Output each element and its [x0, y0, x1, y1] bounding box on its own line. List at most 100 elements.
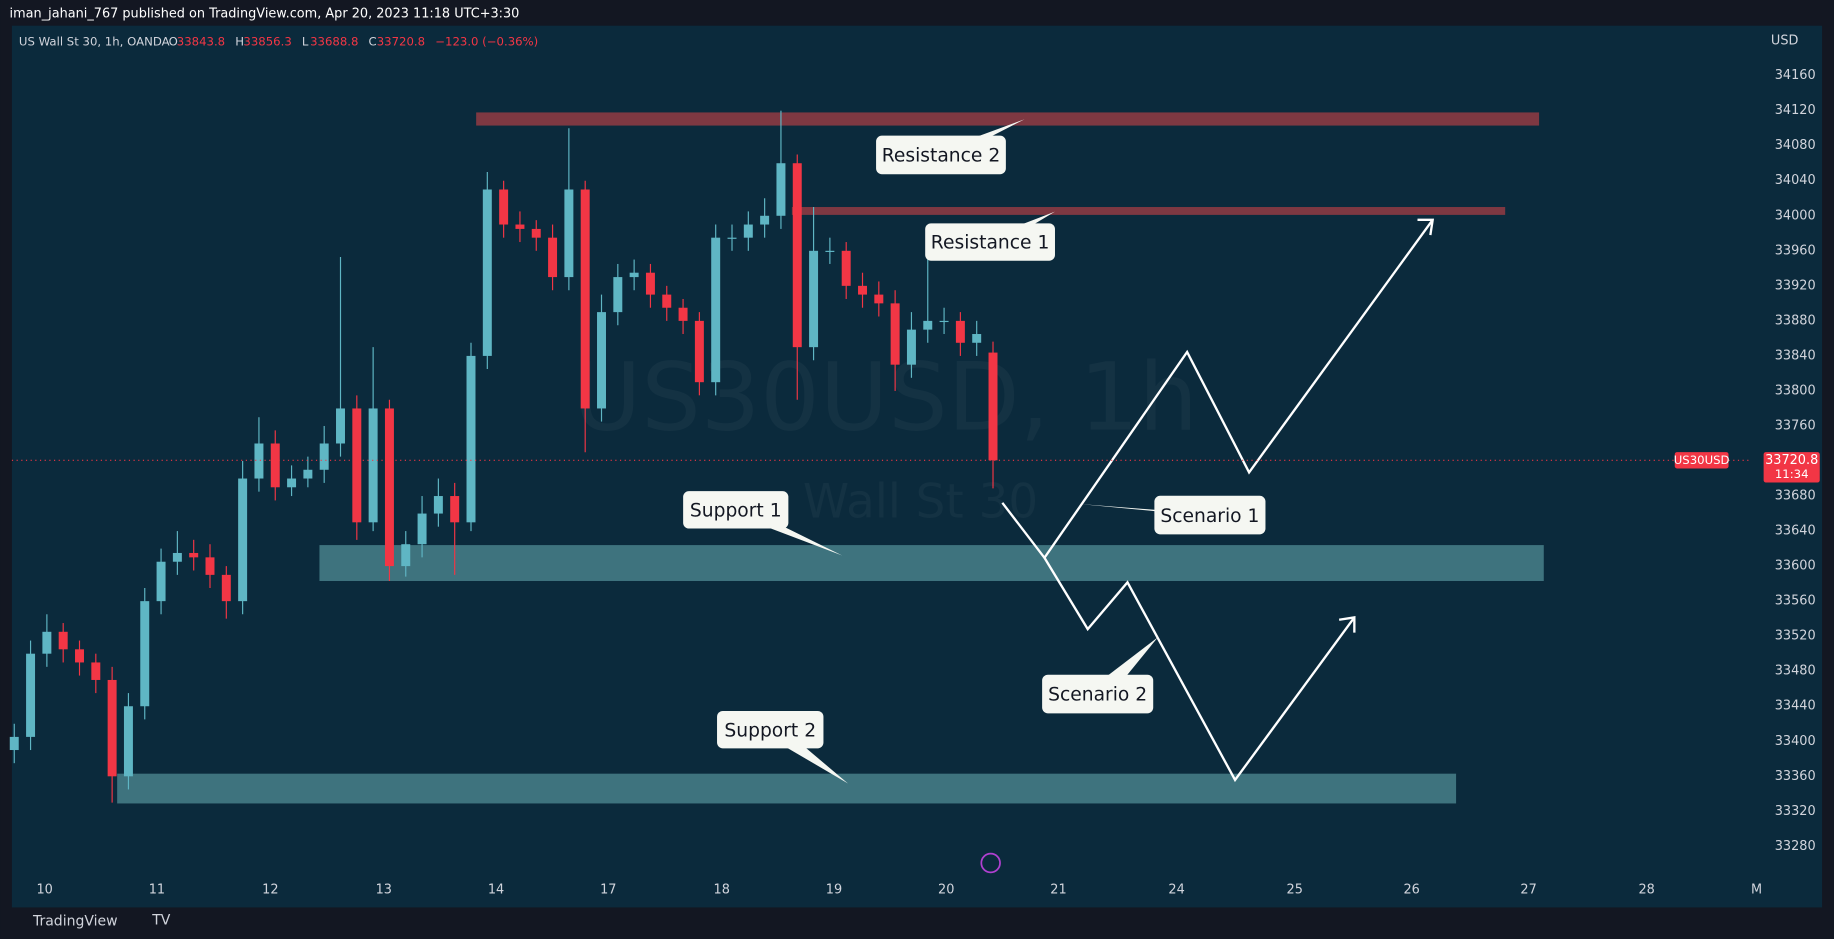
y-tick-label: 34000: [1775, 208, 1816, 223]
zone: [319, 545, 1544, 581]
brand: TradingView: [32, 913, 118, 929]
candle-body: [711, 237, 721, 383]
candle-body: [955, 320, 965, 343]
x-tick-label: 14: [488, 882, 504, 897]
scenario-2-path: [1043, 557, 1356, 783]
candle-body: [140, 601, 150, 707]
symbol-tag: US30USD: [1674, 453, 1730, 467]
y-tick-label: 34160: [1775, 68, 1816, 83]
y-tick-label: 33960: [1775, 243, 1816, 258]
y-tick-label: 33360: [1775, 769, 1816, 784]
y-tick-label: 33760: [1775, 418, 1816, 433]
x-tick-label: 20: [938, 882, 954, 897]
zone-label: Support 1: [690, 501, 782, 522]
y-tick-label: 33920: [1775, 278, 1816, 293]
candle-body: [988, 352, 998, 461]
event-icon[interactable]: [980, 852, 1001, 874]
y-tick-label: 33520: [1775, 629, 1816, 644]
x-tick-label: 27: [1520, 882, 1536, 897]
y-tick-label: 33640: [1775, 524, 1816, 539]
price-tag: 33720.8: [1765, 453, 1818, 468]
zone-label: Resistance 1: [931, 233, 1050, 254]
legend-key: C: [369, 35, 377, 49]
price-tag-bg: [1763, 452, 1820, 483]
candle-body: [156, 561, 166, 602]
price-axis: 33280 33320 33360 33400 33440 33480 33520 33560…: [11, 68, 1820, 897]
candle-body: [172, 552, 182, 562]
candle-body: [515, 224, 525, 229]
zone-label: Resistance 2: [882, 146, 1001, 167]
candle-body: [107, 679, 117, 777]
x-tick-label: 11: [149, 882, 165, 897]
y-tick-label: 33680: [1775, 489, 1816, 504]
callout-box: [1042, 674, 1154, 714]
candle-body: [776, 163, 786, 216]
x-tick-label: 10: [36, 882, 52, 897]
legend-key: H: [235, 35, 244, 49]
y-tick-label: 33440: [1775, 699, 1816, 714]
legend-key: O: [169, 35, 178, 49]
y-tick-label: 33600: [1775, 559, 1816, 574]
y-tick-label: 33280: [1775, 839, 1816, 854]
scenario-label: Scenario 1: [1160, 506, 1259, 527]
y-tick-label: 33480: [1775, 664, 1816, 679]
candle-body: [319, 443, 329, 470]
legend-value: 33856.3: [243, 35, 291, 49]
candle-body: [123, 706, 133, 777]
candle-body: [792, 163, 802, 348]
zone-label: Support 2: [724, 720, 816, 741]
candle-body: [42, 631, 52, 654]
candle-body: [368, 408, 378, 523]
scenario-label: Scenario 2: [1048, 685, 1147, 706]
x-tick-label: 24: [1168, 882, 1184, 897]
y-tick-label: 33560: [1775, 594, 1816, 609]
legend-value: 33720.8: [377, 35, 425, 49]
candle-body: [287, 478, 297, 488]
x-tick-label: 18: [714, 882, 730, 897]
candle-body: [923, 320, 933, 330]
candle-body: [645, 272, 655, 295]
candle-body: [743, 224, 753, 238]
callout-box: [1154, 495, 1266, 535]
callouts: Resistance 2 Resistance 1 Support 1 Support…: [683, 119, 1266, 784]
y-tick-label: 33880: [1775, 313, 1816, 328]
y-tick-label: 33400: [1775, 734, 1816, 749]
candle-body: [482, 189, 492, 356]
candle-body: [336, 408, 345, 444]
y-tick-label: 33320: [1775, 804, 1816, 819]
legend-value: 33843.8: [177, 35, 225, 49]
candle-body: [75, 649, 84, 663]
candle-body: [580, 189, 590, 409]
candle-body: [270, 443, 280, 488]
candle-body: [384, 408, 394, 567]
candle-body: [499, 189, 509, 225]
watermark: US30USD, 1h: [573, 343, 1198, 452]
publisher: iman_jahani_767 published on TradingView…: [10, 7, 520, 22]
candle-body: [727, 237, 737, 239]
candle-body: [629, 272, 639, 278]
candle-body: [205, 557, 215, 575]
drawings: [980, 218, 1435, 874]
y-tick-label: 33840: [1775, 348, 1816, 363]
zone: [476, 112, 1540, 126]
x-tick-label: M: [1751, 882, 1762, 897]
candle-body: [809, 250, 819, 348]
scenario-1-path: [1001, 219, 1434, 560]
candles: [9, 110, 998, 803]
callout-box: [876, 135, 1006, 175]
zones: [117, 112, 1544, 804]
x-tick-label: 17: [600, 882, 616, 897]
x-tick-label: 21: [1050, 882, 1066, 897]
zone: [117, 773, 1457, 804]
candle-body: [9, 736, 19, 751]
candle-body: [858, 285, 867, 295]
candle-body: [417, 513, 427, 545]
callout-box: [683, 491, 789, 529]
candle-body: [238, 478, 248, 602]
countdown: 11:34: [1775, 467, 1809, 481]
candle-body: [972, 334, 982, 343]
candle-body: [531, 228, 541, 238]
